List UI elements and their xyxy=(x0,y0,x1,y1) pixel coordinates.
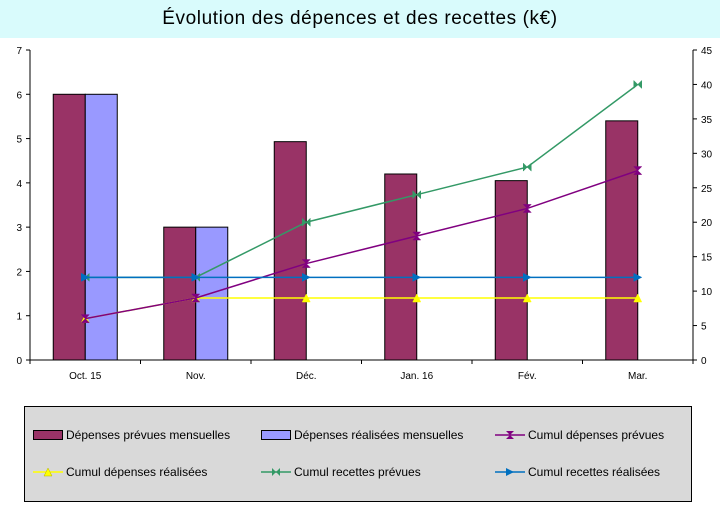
series-point xyxy=(302,272,311,282)
x-tick-label: Déc. xyxy=(296,371,317,382)
series-point xyxy=(523,162,532,172)
y-right-tick-label: 15 xyxy=(701,253,713,264)
chart-title: Évolution des dépences et des recettes (… xyxy=(162,8,558,29)
series-point xyxy=(191,293,201,303)
chart-title-bar: Évolution des dépences et des recettes (… xyxy=(0,0,720,38)
bar-depenses-prevues xyxy=(494,180,528,361)
series-point xyxy=(81,272,90,282)
legend-label: Dépenses prévues mensuelles xyxy=(66,428,231,442)
bar-depenses-prevues xyxy=(163,226,197,361)
series-point xyxy=(301,259,311,268)
series-point xyxy=(522,204,532,213)
y-right-tick-label: 0 xyxy=(701,356,707,367)
y-left-tick-label: 7 xyxy=(16,46,22,57)
legend-item-depenses-prevues: Dépenses prévues mensuelles xyxy=(33,428,230,442)
legend-item-cumul-depenses-realisees: Cumul dépenses réalisées xyxy=(33,465,207,479)
y-right-tick-label: 30 xyxy=(701,149,713,160)
legend-item-cumul-recettes-prevues: Cumul recettes prévues xyxy=(261,465,421,479)
y-right-tick-label: 20 xyxy=(701,218,713,229)
bar-depenses-prevues xyxy=(52,93,86,361)
x-tick-label: Oct. 15 xyxy=(69,371,102,382)
series-point xyxy=(412,272,422,282)
series-point xyxy=(302,217,311,227)
chart-legend: Dépenses prévues mensuelles Dépenses réa… xyxy=(24,406,692,502)
y-right-tick-label: 45 xyxy=(701,46,713,57)
legend-marker-triangle-icon xyxy=(33,466,63,478)
legend-swatch-depenses-prevues xyxy=(33,430,63,440)
series-point xyxy=(412,231,422,241)
y-right-tick-label: 35 xyxy=(701,115,713,126)
y-left-tick-label: 4 xyxy=(16,179,22,190)
bar-depenses-prevues xyxy=(384,173,418,361)
legend-item-depenses-realisees: Dépenses réalisées mensuelles xyxy=(261,428,463,442)
series-point xyxy=(191,272,201,282)
series-point xyxy=(633,272,643,282)
x-tick-label: Jan. 16 xyxy=(400,371,433,382)
series-point xyxy=(412,293,422,303)
bar-depenses-prevues xyxy=(273,141,307,361)
series-point xyxy=(633,79,642,90)
y-right-tick-label: 5 xyxy=(701,322,707,333)
y-right-tick-label: 10 xyxy=(701,287,713,298)
series-point xyxy=(412,190,421,200)
y-left-tick-label: 6 xyxy=(16,90,22,101)
x-tick-label: Fév. xyxy=(518,371,537,382)
legend-label: Cumul dépenses prévues xyxy=(528,428,665,442)
y-left-tick-label: 2 xyxy=(16,267,22,278)
series-point xyxy=(633,293,643,303)
legend-label: Dépenses réalisées mensuelles xyxy=(294,428,464,442)
legend-label: Cumul dépenses réalisées xyxy=(66,465,208,479)
series-line xyxy=(85,169,638,320)
legend-marker-bowtie-icon xyxy=(261,466,291,478)
series-point xyxy=(80,314,90,323)
y-right-tick-label: 40 xyxy=(701,80,713,91)
y-right-tick-label: 25 xyxy=(701,184,713,195)
y-left-tick-label: 3 xyxy=(16,223,22,234)
series-point xyxy=(523,272,532,282)
legend-swatch-depenses-realisees xyxy=(261,430,291,440)
bar-depenses-realisees xyxy=(84,93,118,361)
legend-marker-hourglass-icon xyxy=(495,429,525,441)
series-point xyxy=(522,293,532,303)
legend-marker-arrow-icon xyxy=(495,466,525,478)
legend-item-cumul-depenses-prevues: Cumul dépenses prévues xyxy=(495,428,664,442)
series-point xyxy=(633,166,643,175)
x-tick-label: Mar. xyxy=(628,371,647,382)
y-left-tick-label: 1 xyxy=(16,312,22,323)
x-tick-label: Nov. xyxy=(186,371,206,382)
y-left-tick-label: 0 xyxy=(16,356,22,367)
legend-item-cumul-recettes-realisees: Cumul recettes réalisées xyxy=(495,465,660,479)
legend-label: Cumul recettes prévues xyxy=(294,465,421,479)
bar-depenses-prevues xyxy=(605,120,639,361)
y-left-tick-label: 5 xyxy=(16,135,22,146)
legend-label: Cumul recettes réalisées xyxy=(528,465,661,479)
series-point xyxy=(301,293,311,303)
